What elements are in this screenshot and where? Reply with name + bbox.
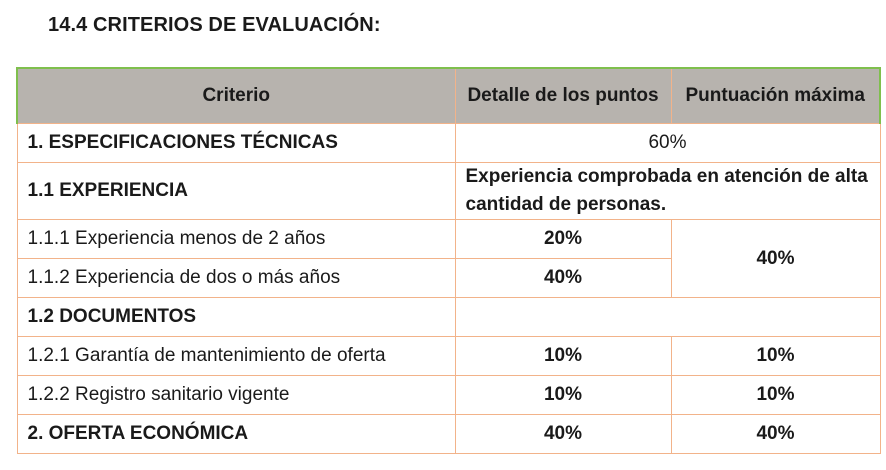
row-max-oferta: 40%: [670, 414, 881, 454]
evaluation-criteria-table: Criterio Detalle de los puntos Puntuació…: [16, 67, 881, 454]
row-detalle-exp-mas: 40%: [454, 258, 672, 298]
table-row: 1. ESPECIFICACIONES TÉCNICAS 60%: [16, 123, 881, 163]
header-detalle: Detalle de los puntos: [454, 67, 672, 124]
row-label-documentos: 1.2 DOCUMENTOS: [16, 297, 456, 337]
table-row: 1.1 EXPERIENCIA Experiencia comprobada e…: [16, 162, 881, 220]
table-row: 1.2 DOCUMENTOS: [16, 297, 881, 337]
row-label-garantia: 1.2.1 Garantía de mantenimiento de ofert…: [16, 336, 456, 376]
row-empty-documentos: [454, 297, 881, 337]
row-label-exp-mas: 1.1.2 Experiencia de dos o más años: [16, 258, 456, 298]
table-row: 1.2.2 Registro sanitario vigente 10% 10%: [16, 375, 881, 415]
row-label-experiencia: 1.1 EXPERIENCIA: [16, 162, 456, 220]
header-criterio: Criterio: [16, 67, 456, 124]
row-value-especificaciones: 60%: [454, 123, 881, 163]
row-label-especificaciones: 1. ESPECIFICACIONES TÉCNICAS: [16, 123, 456, 163]
table-header-row: Criterio Detalle de los puntos Puntuació…: [16, 67, 881, 124]
table-row: 1.2.1 Garantía de mantenimiento de ofert…: [16, 336, 881, 376]
row-label-registro: 1.2.2 Registro sanitario vigente: [16, 375, 456, 415]
row-max-registro: 10%: [670, 375, 881, 415]
table-row: 2. OFERTA ECONÓMICA 40% 40%: [16, 414, 881, 454]
row-detalle-garantia: 10%: [454, 336, 672, 376]
row-max-garantia: 10%: [670, 336, 881, 376]
row-label-exp-menos: 1.1.1 Experiencia menos de 2 años: [16, 219, 456, 259]
table-row: 1.1.2 Experiencia de dos o más años 40%: [16, 258, 880, 298]
table-row: 1.1.1 Experiencia menos de 2 años 20% 40…: [16, 219, 881, 298]
header-puntuacion: Puntuación máxima: [670, 67, 881, 124]
row-detalle-exp-menos: 20%: [454, 219, 672, 259]
row-description-experiencia: Experiencia comprobada en atención de al…: [454, 162, 881, 220]
section-heading: 14.4 CRITERIOS DE EVALUACIÓN:: [48, 14, 381, 36]
row-detalle-oferta: 40%: [454, 414, 672, 454]
row-max-experiencia: 40%: [670, 219, 881, 298]
row-detalle-registro: 10%: [454, 375, 672, 415]
row-label-oferta: 2. OFERTA ECONÓMICA: [16, 414, 456, 454]
